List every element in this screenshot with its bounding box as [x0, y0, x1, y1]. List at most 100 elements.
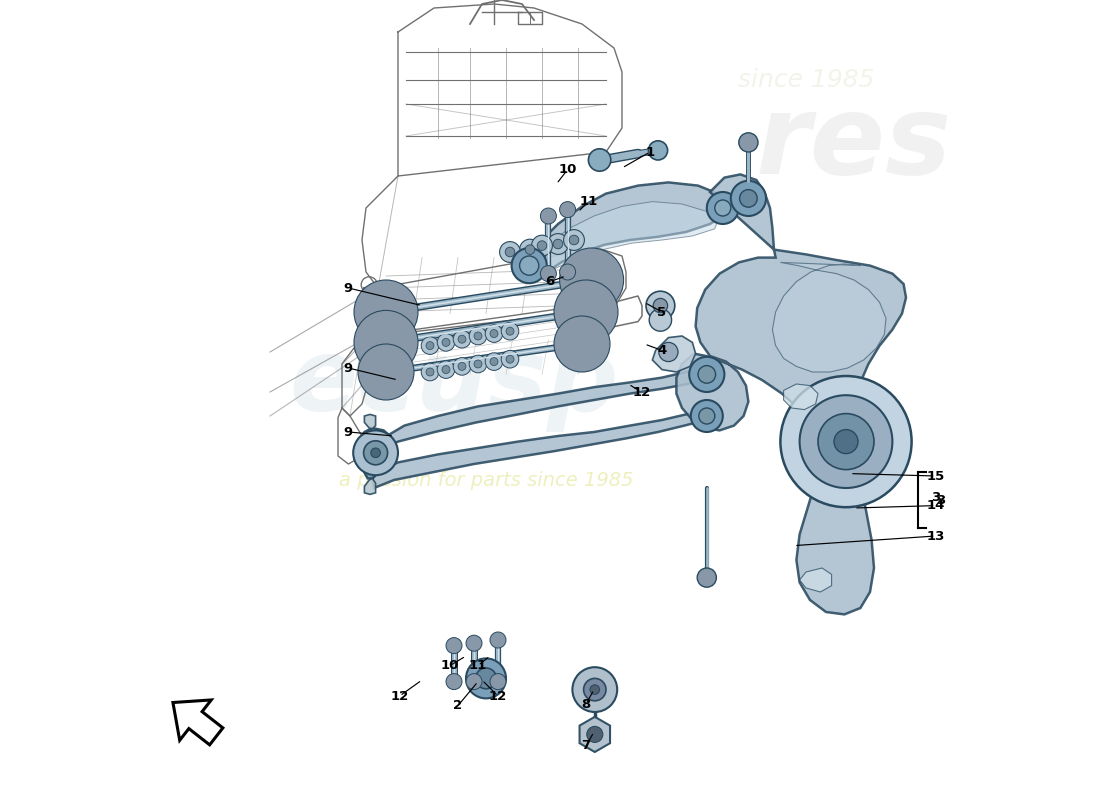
Polygon shape	[364, 414, 375, 429]
Circle shape	[698, 366, 716, 383]
Polygon shape	[364, 478, 375, 494]
Circle shape	[466, 635, 482, 651]
Circle shape	[707, 192, 739, 224]
Circle shape	[506, 355, 514, 363]
Circle shape	[502, 322, 519, 340]
Circle shape	[739, 133, 758, 152]
Text: 10: 10	[559, 163, 576, 176]
Polygon shape	[531, 202, 718, 274]
Circle shape	[584, 678, 606, 701]
Text: 4: 4	[658, 344, 667, 357]
Circle shape	[442, 366, 450, 374]
Polygon shape	[373, 410, 706, 488]
Polygon shape	[676, 174, 906, 614]
Text: 3: 3	[931, 491, 940, 504]
Circle shape	[653, 298, 668, 313]
Circle shape	[354, 280, 418, 344]
Circle shape	[512, 248, 547, 283]
Polygon shape	[800, 568, 832, 592]
Text: 11: 11	[469, 659, 487, 672]
Text: 12: 12	[488, 690, 507, 702]
Circle shape	[537, 241, 547, 250]
Circle shape	[548, 234, 569, 254]
Circle shape	[474, 332, 482, 340]
Circle shape	[519, 239, 540, 260]
Text: 14: 14	[926, 499, 945, 512]
Circle shape	[426, 342, 434, 350]
Polygon shape	[375, 368, 706, 450]
Text: 13: 13	[926, 530, 945, 542]
Polygon shape	[521, 182, 727, 278]
Circle shape	[780, 376, 912, 507]
Circle shape	[453, 358, 471, 375]
Circle shape	[458, 362, 466, 370]
Circle shape	[659, 342, 678, 362]
Text: 7: 7	[582, 739, 591, 752]
Circle shape	[466, 674, 482, 690]
Circle shape	[437, 334, 454, 351]
Circle shape	[353, 430, 398, 475]
Text: 6: 6	[546, 275, 554, 288]
Circle shape	[690, 357, 725, 392]
Circle shape	[466, 658, 506, 698]
Text: 9: 9	[344, 362, 353, 374]
Circle shape	[648, 141, 668, 160]
Circle shape	[485, 325, 503, 342]
Circle shape	[590, 685, 600, 694]
Text: 9: 9	[344, 282, 353, 294]
Circle shape	[437, 361, 454, 378]
Circle shape	[506, 327, 514, 335]
Polygon shape	[783, 384, 818, 410]
Polygon shape	[580, 717, 611, 752]
Circle shape	[505, 247, 515, 257]
Text: 10: 10	[441, 659, 459, 672]
Circle shape	[554, 280, 618, 344]
Circle shape	[586, 726, 603, 742]
Circle shape	[646, 291, 674, 320]
Circle shape	[490, 674, 506, 690]
Circle shape	[649, 309, 672, 331]
Polygon shape	[173, 700, 223, 745]
Circle shape	[834, 430, 858, 454]
Circle shape	[525, 245, 535, 254]
Polygon shape	[358, 428, 392, 478]
Circle shape	[364, 441, 387, 465]
Circle shape	[499, 242, 520, 262]
Circle shape	[588, 149, 610, 171]
Circle shape	[540, 208, 557, 224]
Circle shape	[697, 568, 716, 587]
Text: 1: 1	[646, 146, 654, 158]
Circle shape	[502, 350, 519, 368]
Circle shape	[442, 338, 450, 346]
Circle shape	[569, 235, 579, 245]
Circle shape	[470, 355, 487, 373]
Circle shape	[421, 337, 439, 354]
Circle shape	[426, 368, 434, 376]
Circle shape	[739, 190, 757, 207]
Circle shape	[715, 200, 730, 216]
Circle shape	[453, 330, 471, 348]
Polygon shape	[772, 262, 886, 372]
Circle shape	[553, 239, 563, 249]
Text: 3: 3	[936, 494, 945, 506]
Circle shape	[818, 414, 874, 470]
Circle shape	[485, 353, 503, 370]
Circle shape	[358, 344, 414, 400]
Circle shape	[698, 408, 715, 424]
Text: 15: 15	[926, 470, 945, 482]
Circle shape	[800, 395, 892, 488]
Circle shape	[572, 667, 617, 712]
Circle shape	[560, 248, 624, 312]
Text: since 1985: since 1985	[738, 68, 874, 92]
Circle shape	[531, 235, 552, 256]
Text: ecusp: ecusp	[289, 335, 618, 433]
Circle shape	[519, 256, 539, 275]
Circle shape	[560, 202, 575, 218]
Circle shape	[490, 632, 506, 648]
Text: 12: 12	[632, 386, 650, 398]
Circle shape	[474, 360, 482, 368]
Circle shape	[475, 668, 496, 689]
Circle shape	[354, 310, 418, 374]
Circle shape	[490, 358, 498, 366]
Circle shape	[540, 266, 557, 282]
